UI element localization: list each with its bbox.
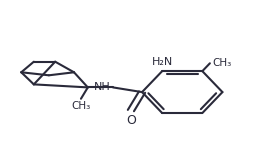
Text: NH: NH <box>94 82 110 92</box>
Text: CH₃: CH₃ <box>71 101 91 111</box>
Text: O: O <box>126 114 136 127</box>
Text: H₂N: H₂N <box>152 57 173 67</box>
Text: CH₃: CH₃ <box>212 58 232 68</box>
